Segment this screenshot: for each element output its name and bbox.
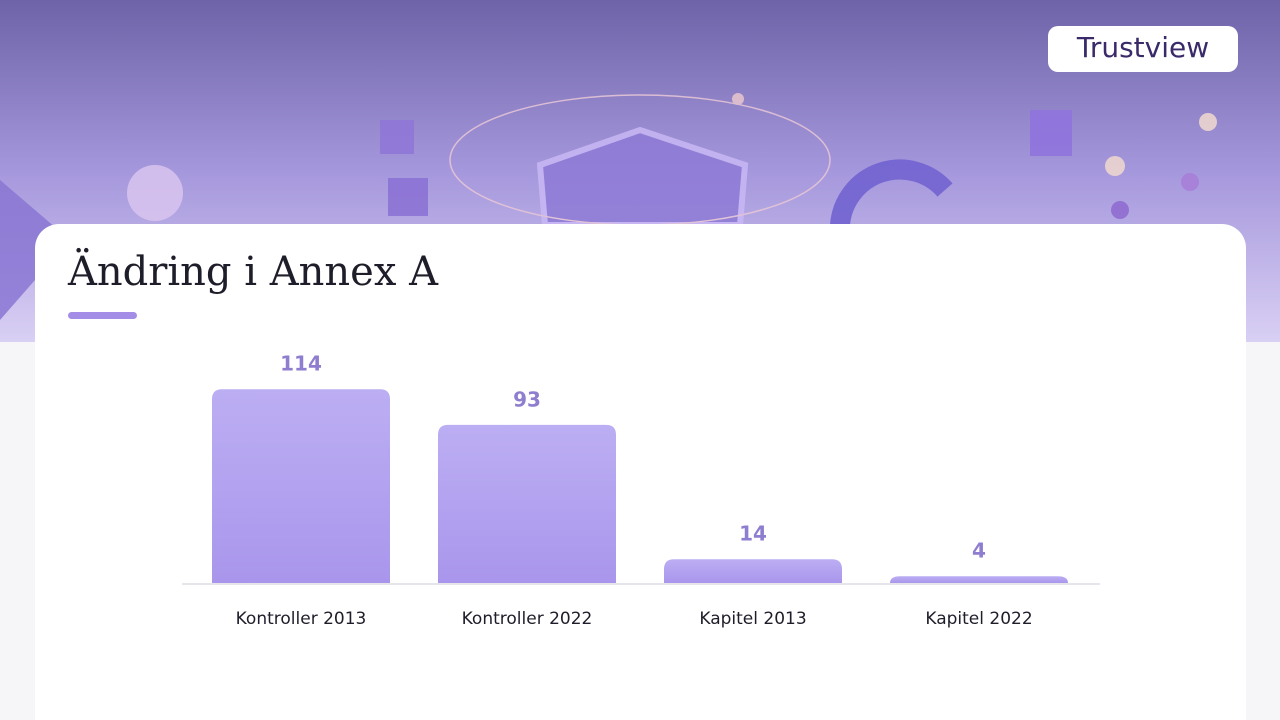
x-tick-label: Kapitel 2013 bbox=[699, 609, 806, 629]
value-label: 93 bbox=[513, 387, 541, 411]
x-tick-label: Kontroller 2022 bbox=[462, 609, 593, 629]
x-tick-label: Kapitel 2022 bbox=[925, 609, 1032, 629]
x-tick-label: Kontroller 2013 bbox=[236, 609, 367, 629]
bar bbox=[890, 576, 1068, 583]
chart-title: Ändring i Annex A bbox=[67, 249, 439, 295]
bar bbox=[438, 424, 616, 583]
decoration bbox=[0, 93, 1217, 320]
value-label: 14 bbox=[739, 522, 767, 546]
logo: Trustview bbox=[1076, 31, 1209, 64]
bar bbox=[664, 559, 842, 583]
value-label: 4 bbox=[972, 539, 986, 563]
logo-badge bbox=[1048, 26, 1238, 72]
card bbox=[35, 224, 1246, 720]
bar bbox=[212, 389, 390, 583]
title-underline bbox=[68, 312, 137, 319]
value-label: 114 bbox=[280, 352, 322, 376]
